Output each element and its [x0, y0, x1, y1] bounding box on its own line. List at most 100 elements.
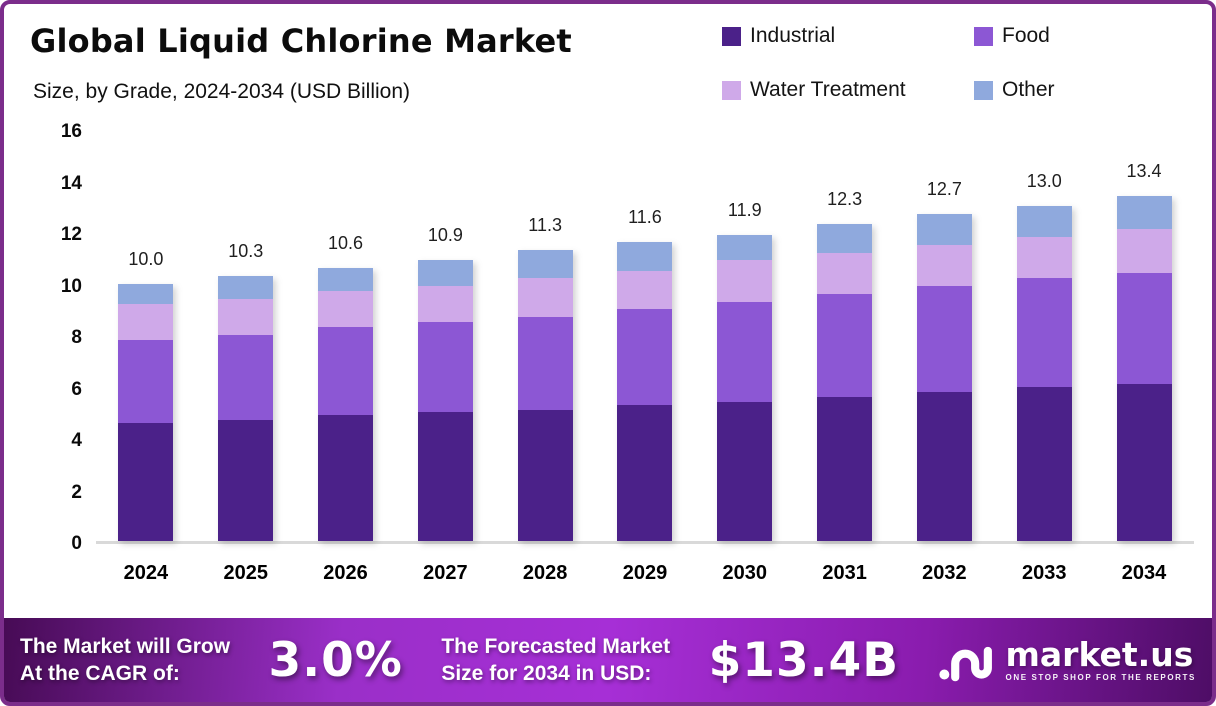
stacked-bar-2024[interactable]	[118, 283, 174, 541]
bar-segment-industrial-2032	[916, 391, 972, 541]
page-subtitle: Size, by Grade, 2024-2034 (USD Billion)	[33, 80, 411, 103]
bar-segment-other-2027	[417, 260, 473, 287]
x-tick-2029: 2029	[622, 562, 668, 584]
bar-group-2029: 11.6	[595, 132, 695, 541]
y-axis-ticks: 0 2 4 6 8 10 12 14 16	[30, 121, 82, 554]
legend-label: Industrial	[750, 24, 836, 47]
stacked-bar-2033[interactable]	[1016, 206, 1072, 541]
bar-value-label-2024: 10.0	[128, 248, 164, 269]
legend-item-food[interactable]: Food	[974, 24, 1055, 48]
stacked-bar-2034[interactable]	[1116, 195, 1172, 541]
y-tick-2: 2	[71, 481, 82, 503]
legend-swatch-water-treatment	[722, 80, 741, 100]
bar-segment-industrial-2024	[118, 422, 174, 541]
bar-segment-industrial-2034	[1116, 383, 1172, 541]
x-axis-labels: 2024 2025 2026 2027 2028 2029 2030 2031 2032 2033…	[96, 562, 1194, 585]
marketus-logo-tagline: ONE STOP SHOP FOR THE REPORTS	[1005, 673, 1196, 682]
bar-segment-other-2033	[1016, 206, 1072, 238]
forecast-label: The Forecasted Market Size for 2034 in U…	[441, 633, 670, 688]
bar-value-label-2028: 11.3	[528, 215, 562, 236]
bar-segment-industrial-2027	[417, 412, 473, 541]
legend-label: Food	[1002, 24, 1050, 47]
bar-segment-water-treatment-2032	[916, 244, 972, 287]
bar-segment-industrial-2029	[617, 404, 673, 541]
y-tick-6: 6	[71, 378, 82, 400]
page-title: Global Liquid Chlorine Market	[30, 22, 572, 60]
bar-value-label-2025: 10.3	[228, 240, 264, 261]
stacked-bar-2025[interactable]	[218, 275, 274, 541]
y-tick-8: 8	[71, 327, 82, 348]
bar-group-2030: 11.9	[695, 132, 795, 541]
bar-group-2026: 10.6	[296, 132, 396, 541]
y-tick-12: 12	[60, 224, 82, 245]
bar-segment-other-2024	[118, 283, 174, 305]
legend-swatch-other	[974, 80, 993, 100]
bar-segment-other-2029	[617, 242, 673, 271]
stacked-bar-2027[interactable]	[417, 260, 473, 541]
chart-legend: Industrial Food Water Treatment Other	[722, 24, 1055, 102]
bar-value-label-2026: 10.6	[328, 233, 364, 254]
legend-swatch-food	[974, 26, 993, 46]
bar-value-label-2027: 10.9	[427, 225, 463, 246]
bar-segment-other-2032	[916, 214, 972, 245]
stacked-bar-2028[interactable]	[517, 250, 573, 541]
bar-segment-water-treatment-2028	[517, 278, 573, 317]
bar-segment-industrial-2025	[218, 419, 274, 541]
bar-group-2031: 12.3	[795, 132, 895, 541]
y-tick-4: 4	[71, 430, 82, 451]
bar-segment-industrial-2031	[817, 396, 873, 541]
bar-segment-water-treatment-2025	[218, 298, 274, 336]
forecast-value: $13.4B	[708, 632, 900, 688]
bar-segment-water-treatment-2027	[417, 286, 473, 323]
stacked-bar-2032[interactable]	[916, 214, 972, 541]
y-tick-10: 10	[60, 275, 82, 297]
bar-segment-food-2028	[517, 317, 573, 410]
x-tick-2027: 2027	[423, 562, 468, 584]
bar-segment-water-treatment-2029	[617, 270, 673, 310]
bar-segment-industrial-2030	[717, 401, 773, 541]
bar-segment-other-2031	[817, 224, 873, 253]
bar-segment-other-2028	[517, 250, 573, 279]
bar-segment-other-2026	[318, 268, 374, 292]
x-tick-2028: 2028	[522, 562, 568, 584]
legend-item-water-treatment[interactable]: Water Treatment	[722, 78, 974, 102]
bar-segment-food-2025	[218, 335, 274, 420]
x-tick-2033: 2033	[1021, 562, 1067, 584]
bar-segment-food-2030	[717, 301, 773, 402]
bar-value-label-2029: 11.6	[628, 207, 662, 228]
forecast-label-line2: Size for 2034 in USD:	[441, 662, 652, 685]
legend-label: Other	[1002, 78, 1055, 101]
x-tick-2024: 2024	[123, 562, 169, 584]
legend-item-other[interactable]: Other	[974, 78, 1055, 102]
bar-segment-other-2025	[218, 275, 274, 299]
bar-segment-water-treatment-2034	[1116, 229, 1172, 274]
marketus-logo[interactable]: market.us ONE STOP SHOP FOR THE REPORTS	[938, 637, 1196, 683]
y-tick-16: 16	[60, 121, 82, 142]
bar-value-label-2031: 12.3	[827, 189, 863, 210]
bar-segment-other-2030	[717, 234, 773, 261]
bar-segment-food-2033	[1016, 278, 1072, 387]
stacked-bar-2030[interactable]	[717, 234, 773, 541]
bar-segment-food-2034	[1116, 273, 1172, 384]
bar-segment-water-treatment-2026	[318, 291, 374, 328]
legend-item-industrial[interactable]: Industrial	[722, 24, 974, 48]
x-tick-2025: 2025	[223, 562, 268, 584]
x-tick-2032: 2032	[922, 562, 967, 584]
cagr-label-line1: The Market will Grow	[20, 634, 231, 658]
bar-value-label-2032: 12.7	[926, 178, 962, 199]
bar-value-label-2030: 11.9	[727, 199, 762, 220]
bar-group-2032: 12.7	[895, 132, 995, 541]
forecast-label-line1: The Forecasted Market	[441, 634, 671, 658]
bar-segment-food-2024	[118, 340, 174, 423]
legend-swatch-industrial	[722, 26, 741, 46]
stacked-bar-2029[interactable]	[617, 242, 673, 541]
stacked-bar-2031[interactable]	[817, 224, 873, 541]
bar-group-2033: 13.0	[994, 132, 1094, 541]
bar-segment-other-2034	[1116, 195, 1172, 230]
x-tick-2026: 2026	[323, 562, 368, 584]
cagr-value: 3.0%	[268, 632, 403, 688]
cagr-label-line2: At the CAGR of:	[20, 662, 180, 685]
x-tick-2034: 2034	[1121, 562, 1167, 584]
stacked-bar-2026[interactable]	[318, 268, 374, 541]
footer-banner: The Market will Grow At the CAGR of: 3.0…	[4, 618, 1212, 702]
